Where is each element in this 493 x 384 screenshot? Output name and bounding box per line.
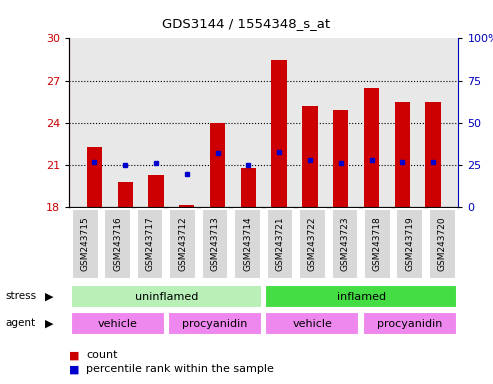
Text: percentile rank within the sample: percentile rank within the sample xyxy=(86,364,274,374)
Bar xyxy=(425,102,441,207)
Text: GSM243721: GSM243721 xyxy=(276,217,284,271)
FancyBboxPatch shape xyxy=(169,209,196,279)
Text: stress: stress xyxy=(5,291,36,301)
FancyBboxPatch shape xyxy=(267,209,293,279)
Text: agent: agent xyxy=(5,318,35,328)
Bar xyxy=(302,106,317,207)
Text: GSM243719: GSM243719 xyxy=(405,217,414,271)
Text: GSM243722: GSM243722 xyxy=(308,217,317,271)
Bar xyxy=(364,88,379,207)
Text: GSM243720: GSM243720 xyxy=(438,217,447,271)
Bar xyxy=(333,110,349,207)
Text: count: count xyxy=(86,350,118,360)
Text: ▶: ▶ xyxy=(45,318,54,328)
FancyBboxPatch shape xyxy=(168,312,262,335)
FancyBboxPatch shape xyxy=(363,312,457,335)
FancyBboxPatch shape xyxy=(429,209,456,279)
FancyBboxPatch shape xyxy=(202,209,228,279)
FancyBboxPatch shape xyxy=(299,209,326,279)
FancyBboxPatch shape xyxy=(72,209,99,279)
Text: GSM243718: GSM243718 xyxy=(373,217,382,271)
Text: procyanidin: procyanidin xyxy=(377,318,443,329)
FancyBboxPatch shape xyxy=(332,209,358,279)
Text: inflamed: inflamed xyxy=(337,291,386,302)
Text: GSM243713: GSM243713 xyxy=(211,217,219,271)
Bar xyxy=(210,123,225,207)
Text: GSM243723: GSM243723 xyxy=(340,217,350,271)
Bar xyxy=(87,147,102,207)
Text: GSM243717: GSM243717 xyxy=(145,217,155,271)
Bar xyxy=(117,182,133,207)
Bar xyxy=(179,205,194,207)
FancyBboxPatch shape xyxy=(70,285,262,308)
FancyBboxPatch shape xyxy=(234,209,261,279)
Bar xyxy=(148,175,164,207)
Text: ■: ■ xyxy=(69,364,79,374)
Bar xyxy=(241,168,256,207)
FancyBboxPatch shape xyxy=(364,209,390,279)
Text: procyanidin: procyanidin xyxy=(182,318,248,329)
FancyBboxPatch shape xyxy=(137,209,164,279)
FancyBboxPatch shape xyxy=(265,312,359,335)
FancyBboxPatch shape xyxy=(105,209,131,279)
FancyBboxPatch shape xyxy=(265,285,457,308)
Text: GSM243712: GSM243712 xyxy=(178,217,187,271)
Bar xyxy=(272,60,287,207)
Text: GSM243716: GSM243716 xyxy=(113,217,122,271)
FancyBboxPatch shape xyxy=(396,209,423,279)
Bar xyxy=(394,102,410,207)
Text: ■: ■ xyxy=(69,350,79,360)
Text: GSM243715: GSM243715 xyxy=(81,217,90,271)
FancyBboxPatch shape xyxy=(70,312,165,335)
Text: uninflamed: uninflamed xyxy=(135,291,198,302)
Text: GDS3144 / 1554348_s_at: GDS3144 / 1554348_s_at xyxy=(162,17,331,30)
Text: GSM243714: GSM243714 xyxy=(243,217,252,271)
Text: vehicle: vehicle xyxy=(292,318,332,329)
Text: vehicle: vehicle xyxy=(98,318,138,329)
Text: ▶: ▶ xyxy=(45,291,54,301)
